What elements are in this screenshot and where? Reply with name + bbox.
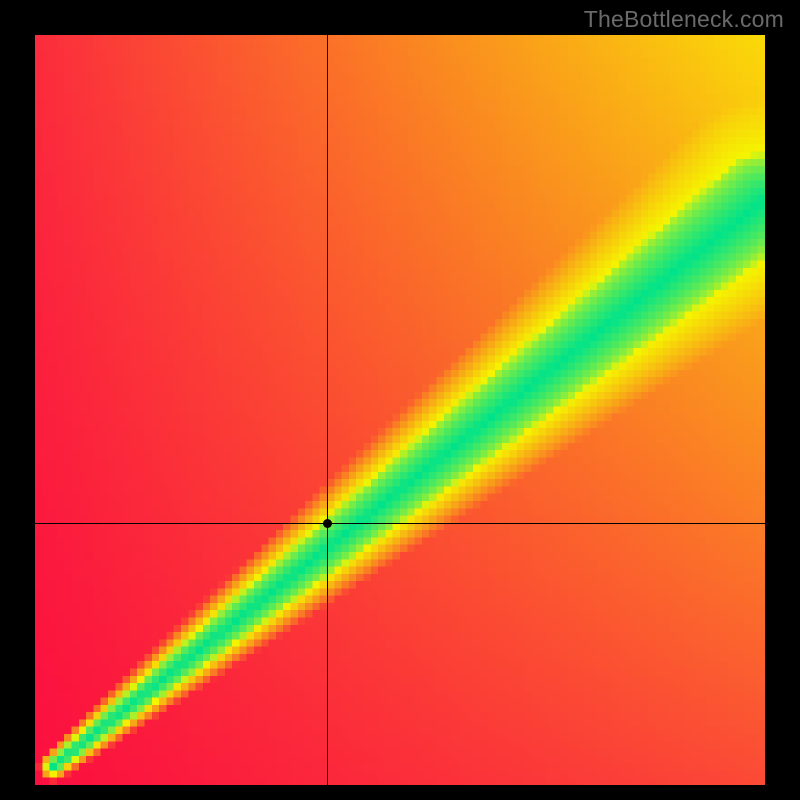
chart-frame: TheBottleneck.com [0, 0, 800, 800]
crosshair-dot [323, 519, 332, 528]
crosshair-vertical [327, 35, 328, 785]
heatmap-canvas [35, 35, 765, 785]
watermark-text: TheBottleneck.com [584, 6, 784, 33]
crosshair-horizontal [35, 523, 765, 524]
heatmap-plot [35, 35, 765, 785]
